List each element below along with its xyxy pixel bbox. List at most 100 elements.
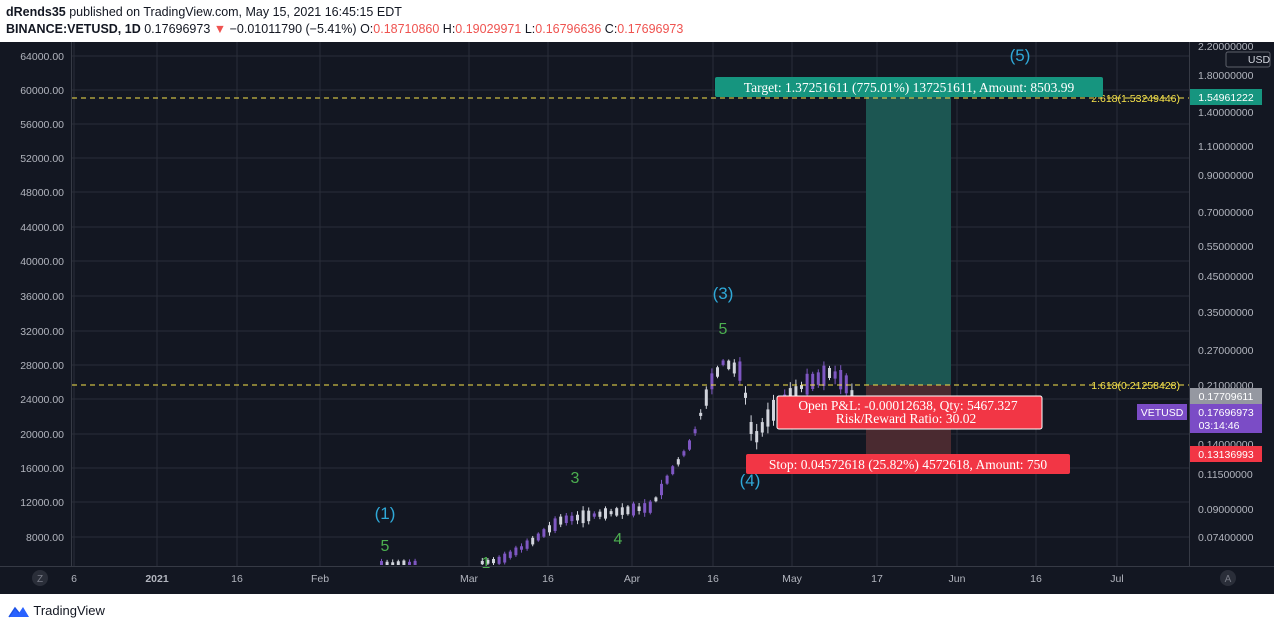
wave-label-primary[interactable]: (1)	[375, 504, 396, 523]
wave-label-minor[interactable]: 1	[482, 555, 491, 572]
candle-body	[654, 497, 658, 502]
symbol-title: BINANCE:VETUSD, 1D	[6, 22, 141, 36]
left-axis-tick: 52000.00	[20, 153, 64, 165]
fib-level-label: 2.618(1.53249446)	[1091, 93, 1180, 105]
time-axis-tick: 17	[871, 573, 883, 585]
tradingview-brand[interactable]: TradingView	[8, 603, 105, 619]
candle-body	[828, 367, 831, 379]
candle-body	[732, 362, 736, 374]
right-axis-tick: 0.35000000	[1198, 307, 1254, 319]
candle-body	[548, 525, 551, 533]
candle-body	[816, 372, 820, 385]
author-name[interactable]: dRends35	[6, 5, 66, 19]
candle-body	[699, 412, 703, 416]
risk-reward-label: Risk/Reward Ratio: 30.02	[836, 411, 977, 426]
candle-body	[637, 506, 641, 512]
prev-close-text: 0.17709611	[1199, 391, 1254, 403]
high-label: H:	[442, 22, 456, 36]
pnl-label-box[interactable]	[776, 395, 1043, 430]
candle-body	[800, 385, 803, 389]
last-price-badge	[1190, 404, 1262, 433]
candle-body	[833, 371, 837, 379]
candle-body	[604, 508, 607, 519]
left-price-axis[interactable]: 64000.00 60000.00 56000.00 52000.00 48000.00…	[20, 51, 64, 544]
left-axis-tick: 12000.00	[20, 497, 64, 509]
wave-label-minor[interactable]: 5	[719, 321, 728, 338]
wave-label-minor[interactable]: 3	[571, 470, 580, 487]
candle-body	[609, 511, 613, 515]
candle-body	[576, 514, 579, 521]
auto-scale-button[interactable]	[1220, 570, 1236, 586]
candle-body	[531, 537, 535, 545]
wave-label-primary[interactable]: (5)	[1010, 46, 1031, 65]
candle-body	[525, 540, 529, 549]
time-axis[interactable]: 6 2021 16 Feb Mar 16 Apr 16 May 17 Jun 16 Jul	[71, 573, 1124, 585]
candle-body	[514, 547, 518, 556]
right-axis-tick: 0.90000000	[1198, 170, 1254, 182]
wave-labels: (1) (3) (4) (5) 1 3 4 5 5	[375, 46, 1031, 572]
candle-body	[402, 560, 406, 565]
right-axis-tick: 2.20000000	[1198, 42, 1254, 53]
candle-body	[811, 373, 815, 389]
wave-label-primary[interactable]: (3)	[713, 284, 734, 303]
wave-label-minor[interactable]: 5	[381, 538, 390, 555]
candle-body	[587, 510, 591, 522]
left-axis-tick: 16000.00	[20, 463, 64, 475]
candle-body	[559, 516, 563, 525]
time-axis-tick: 16	[231, 573, 243, 585]
right-axis-tick: 0.07400000	[1198, 532, 1254, 544]
symbol-badge-text: VETUSD	[1141, 407, 1184, 419]
candle-body	[536, 533, 540, 541]
zoom-button[interactable]	[32, 570, 48, 586]
target-label-box[interactable]	[715, 77, 1103, 97]
candle-body	[744, 392, 747, 398]
close-value: 0.17696973	[617, 22, 684, 36]
target-zone	[866, 96, 951, 385]
chart-header: dRends35 published on TradingView.com, M…	[0, 0, 1274, 42]
candle-body	[592, 513, 596, 517]
currency-box[interactable]	[1225, 51, 1271, 68]
left-axis-tick: 20000.00	[20, 429, 64, 441]
left-axis-tick: 60000.00	[20, 85, 64, 97]
time-axis-tick: 6	[71, 573, 77, 585]
candle-body	[704, 389, 708, 406]
candle-body	[749, 422, 753, 434]
stop-price-text: 0.13136993	[1198, 449, 1254, 461]
price-chart[interactable]: 2.618(1.53249446) 1.618(0.21258428) (1) (3…	[0, 42, 1274, 594]
right-axis-tick: 0.11500000	[1198, 469, 1253, 481]
symbol-info: BINANCE:VETUSD, 1D 0.17696973 ▼ −0.01011…	[6, 22, 683, 36]
left-axis-tick: 64000.00	[20, 51, 64, 63]
time-axis-tick: 16	[1030, 573, 1042, 585]
right-axis-tick: 0.09000000	[1198, 504, 1254, 516]
wave-label-minor[interactable]: 4	[614, 531, 623, 548]
candle-body	[632, 503, 635, 516]
candle-body	[480, 560, 484, 565]
candle-body	[492, 558, 495, 564]
stop-label-box[interactable]	[746, 454, 1070, 474]
left-axis-tick: 56000.00	[20, 119, 64, 131]
candle-body	[643, 503, 647, 513]
candle-body	[497, 556, 501, 564]
candle-body	[503, 553, 507, 563]
candle-body	[766, 409, 770, 427]
countdown-text: 03:14:46	[1199, 420, 1240, 432]
candle-body	[794, 386, 798, 398]
time-axis-tick: 2021	[145, 573, 169, 585]
candle-body	[615, 508, 619, 516]
candle-body	[408, 561, 411, 565]
candle-body	[693, 429, 697, 434]
left-axis-tick: 32000.00	[20, 326, 64, 338]
open-value: 0.18710860	[373, 22, 440, 36]
high-value: 0.19029971	[455, 22, 522, 36]
candle-body	[844, 375, 848, 394]
stop-price-badge	[1190, 446, 1262, 462]
right-price-axis[interactable]: 2.20000000 1.80000000 1.40000000 1.10000000…	[1198, 42, 1254, 544]
zoom-button-label: Z	[37, 574, 43, 585]
wave-label-primary[interactable]: (4)	[740, 471, 761, 490]
candle-body	[710, 373, 714, 390]
candle-body	[396, 561, 400, 565]
candle-body	[520, 546, 523, 550]
candle-body	[688, 440, 691, 450]
candle-body	[660, 483, 663, 496]
fib-level-label: 1.618(0.21258428)	[1091, 380, 1180, 392]
